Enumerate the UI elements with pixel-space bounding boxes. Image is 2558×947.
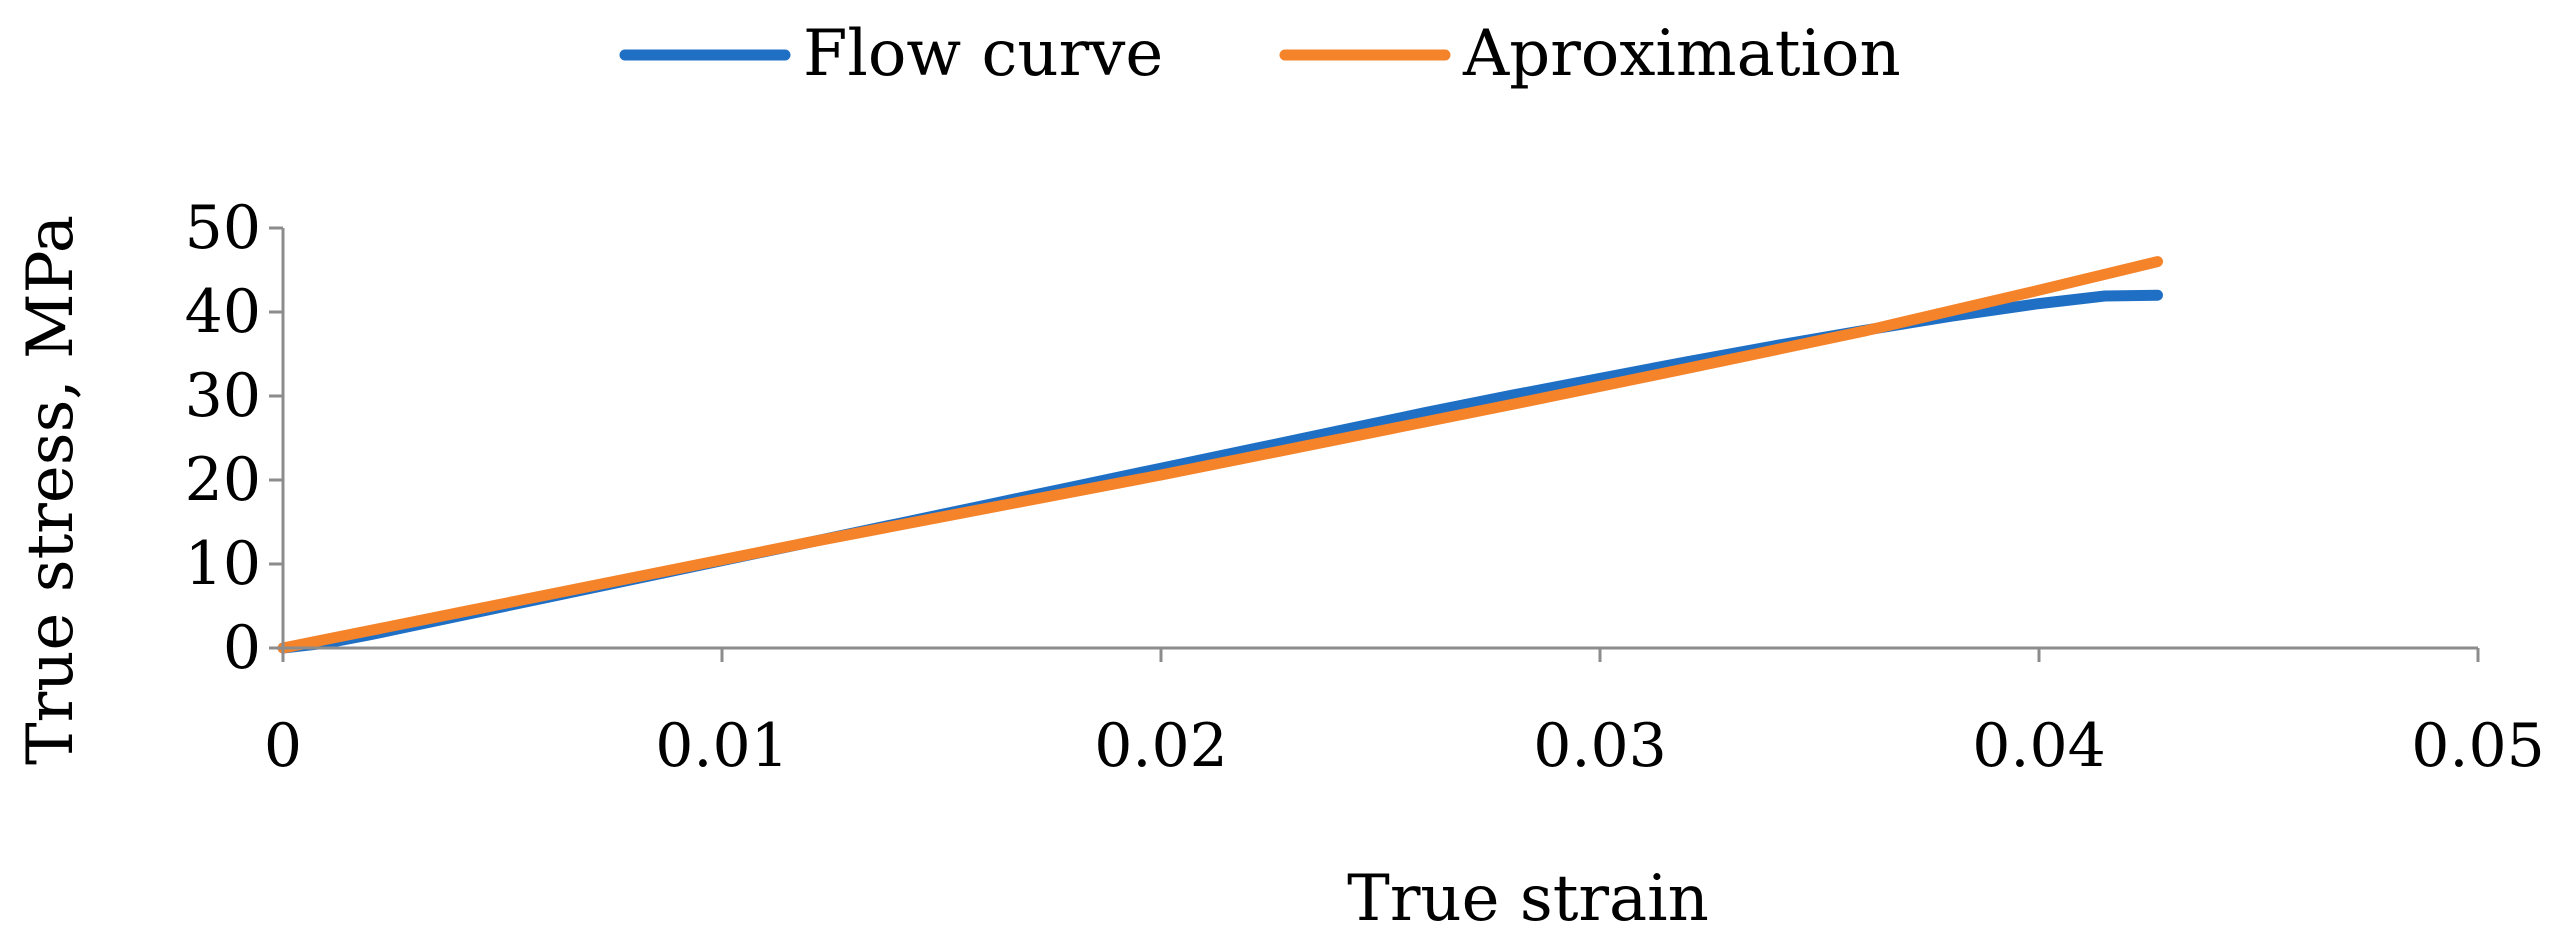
legend-label: Aproximation [1462, 17, 1901, 91]
series-line-aproximation [277, 256, 2163, 654]
y-tick-label: 40 [185, 277, 261, 347]
y-tick-label: 50 [185, 193, 261, 263]
y-tick-label: 30 [185, 361, 261, 431]
x-axis-title: True strain [1347, 862, 1709, 936]
x-tick-label: 0.05 [2411, 711, 2545, 781]
y-axis-title: True stress, MPa [14, 215, 88, 765]
plot-area [277, 256, 2163, 654]
x-tick-label: 0.02 [1094, 711, 1228, 781]
y-tick-label: 0 [223, 613, 261, 683]
x-tick-label: 0 [264, 711, 302, 781]
x-tick-label: 0.01 [655, 711, 789, 781]
y-tick-label: 20 [185, 445, 261, 515]
legend: Flow curve Aproximation [619, 17, 1901, 91]
x-tick-label: 0.04 [1972, 711, 2106, 781]
axes: 0 10 20 30 40 50 0 0.01 0.02 0.03 0.04 0.05 [185, 193, 2545, 781]
legend-label: Flow curve [803, 17, 1163, 91]
x-tick-label: 0.03 [1533, 711, 1667, 781]
y-tick-label: 10 [185, 529, 261, 599]
